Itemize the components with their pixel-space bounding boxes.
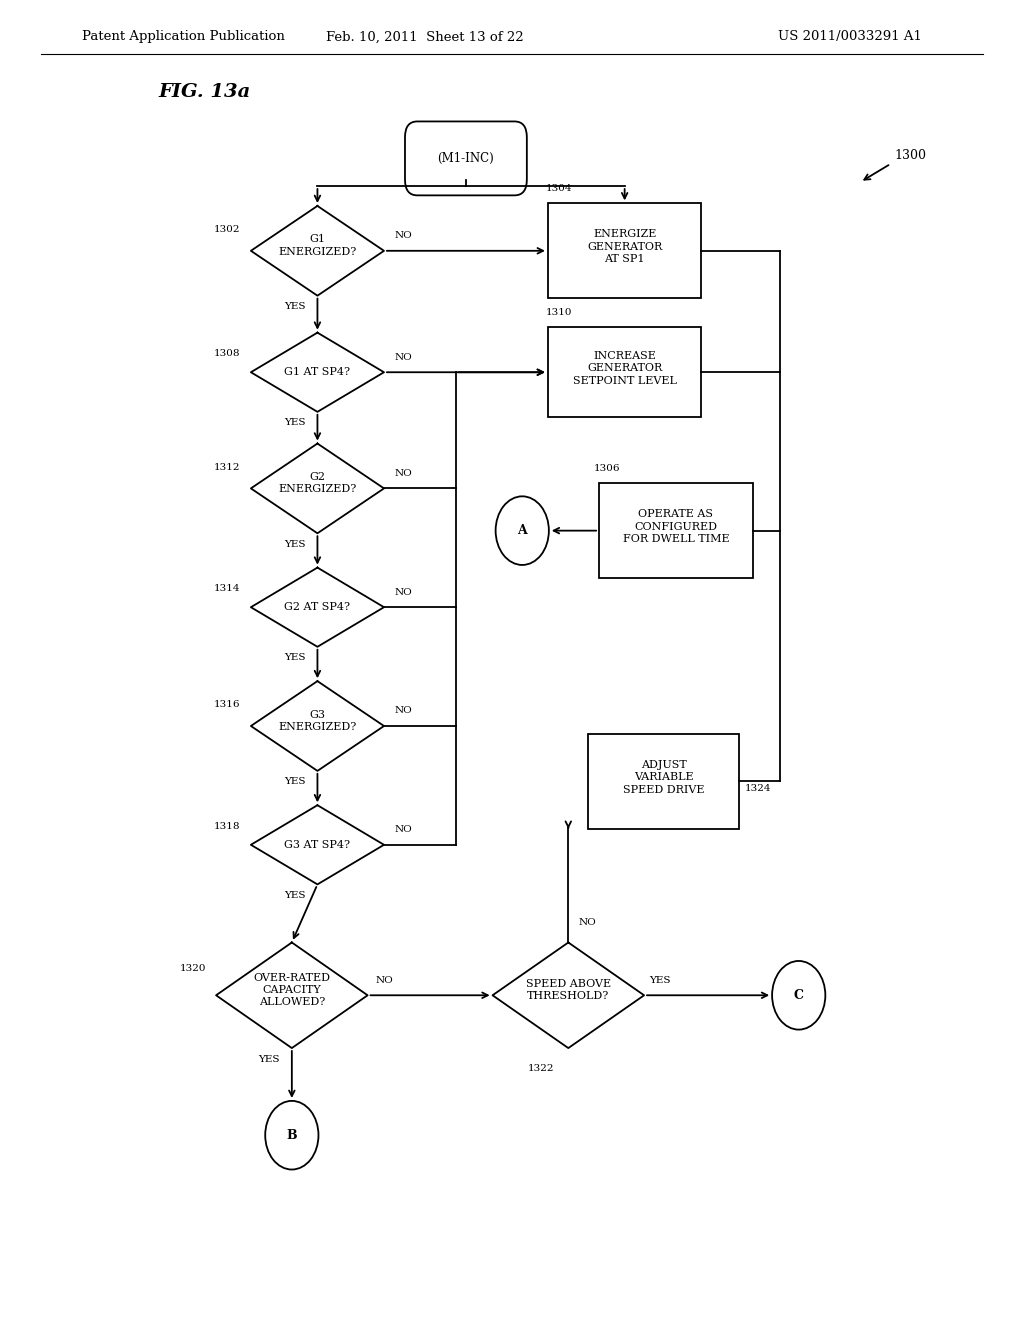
Text: OVER-RATED
CAPACITY
ALLOWED?: OVER-RATED CAPACITY ALLOWED? xyxy=(253,973,331,1007)
Text: 1312: 1312 xyxy=(214,463,241,471)
Text: FIG. 13a: FIG. 13a xyxy=(159,83,251,102)
Text: NO: NO xyxy=(376,975,393,985)
Text: YES: YES xyxy=(285,891,305,900)
Text: YES: YES xyxy=(285,302,305,312)
Text: ADJUST
VARIABLE
SPEED DRIVE: ADJUST VARIABLE SPEED DRIVE xyxy=(623,760,705,795)
Text: YES: YES xyxy=(285,540,305,549)
Text: NO: NO xyxy=(394,825,412,834)
Text: NO: NO xyxy=(394,231,412,240)
Text: 1300: 1300 xyxy=(894,149,926,162)
Bar xyxy=(548,327,701,417)
Text: G3 AT SP4?: G3 AT SP4? xyxy=(285,840,350,850)
Text: 1322: 1322 xyxy=(527,1064,554,1073)
Text: G2 AT SP4?: G2 AT SP4? xyxy=(285,602,350,612)
Text: NO: NO xyxy=(394,469,412,478)
Text: YES: YES xyxy=(285,418,305,428)
Text: G1 AT SP4?: G1 AT SP4? xyxy=(285,367,350,378)
Text: YES: YES xyxy=(285,653,305,663)
Text: C: C xyxy=(794,989,804,1002)
Text: 1324: 1324 xyxy=(744,784,771,792)
Text: INCREASE
GENERATOR
SETPOINT LEVEL: INCREASE GENERATOR SETPOINT LEVEL xyxy=(572,351,677,385)
Text: (M1-INC): (M1-INC) xyxy=(437,152,495,165)
Text: ENERGIZE
GENERATOR
AT SP1: ENERGIZE GENERATOR AT SP1 xyxy=(587,230,663,264)
Text: Patent Application Publication: Patent Application Publication xyxy=(82,30,285,44)
Text: SPEED ABOVE
THRESHOLD?: SPEED ABOVE THRESHOLD? xyxy=(525,979,611,1001)
Text: 1320: 1320 xyxy=(179,965,206,973)
Text: NO: NO xyxy=(394,352,412,362)
Text: OPERATE AS
CONFIGURED
FOR DWELL TIME: OPERATE AS CONFIGURED FOR DWELL TIME xyxy=(623,510,729,544)
Text: Feb. 10, 2011  Sheet 13 of 22: Feb. 10, 2011 Sheet 13 of 22 xyxy=(327,30,523,44)
Text: G2
ENERGIZED?: G2 ENERGIZED? xyxy=(279,473,356,494)
Text: NO: NO xyxy=(579,917,596,927)
Text: YES: YES xyxy=(285,777,305,787)
Text: 1304: 1304 xyxy=(546,183,572,193)
Bar xyxy=(588,734,739,829)
Text: 1306: 1306 xyxy=(594,463,621,473)
Text: US 2011/0033291 A1: US 2011/0033291 A1 xyxy=(778,30,923,44)
Text: NO: NO xyxy=(394,706,412,715)
Bar xyxy=(599,483,753,578)
Bar xyxy=(548,203,701,298)
Text: G3
ENERGIZED?: G3 ENERGIZED? xyxy=(279,710,356,731)
Text: 1302: 1302 xyxy=(214,226,241,234)
Text: 1308: 1308 xyxy=(214,350,241,358)
Text: 1318: 1318 xyxy=(214,822,241,830)
Text: NO: NO xyxy=(394,587,412,597)
Text: 1314: 1314 xyxy=(214,585,241,593)
Text: G1
ENERGIZED?: G1 ENERGIZED? xyxy=(279,235,356,256)
Text: YES: YES xyxy=(259,1055,280,1064)
Text: YES: YES xyxy=(649,975,671,985)
Text: 1310: 1310 xyxy=(546,308,572,317)
Text: A: A xyxy=(517,524,527,537)
Text: B: B xyxy=(287,1129,297,1142)
Text: 1316: 1316 xyxy=(214,701,241,709)
